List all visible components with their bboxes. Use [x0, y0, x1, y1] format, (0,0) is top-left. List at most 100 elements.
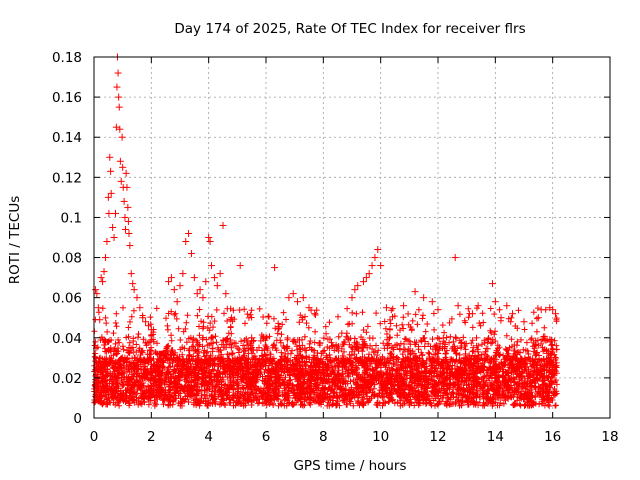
- plot-frame: [93, 56, 611, 419]
- data-point: [103, 238, 111, 246]
- data-point: [94, 304, 102, 312]
- data-point: [125, 229, 133, 237]
- x-tick-label: 12: [429, 429, 446, 445]
- data-point: [294, 298, 302, 306]
- x-tick-label: 6: [262, 429, 271, 445]
- data-point: [127, 270, 135, 278]
- x-tick-label: 18: [601, 429, 618, 445]
- data-point: [107, 189, 115, 197]
- data-point: [110, 234, 118, 241]
- data-point: [262, 334, 270, 342]
- data-points-layer: [91, 53, 560, 342]
- y-axis-label: ROTI / TECUs: [7, 196, 23, 284]
- data-point: [196, 286, 204, 294]
- data-point: [451, 254, 459, 262]
- data-point: [165, 278, 173, 286]
- data-point: [117, 177, 125, 185]
- data-point: [167, 274, 175, 282]
- data-point: [289, 290, 297, 298]
- data-point: [187, 250, 195, 258]
- data-point: [100, 268, 108, 276]
- data-point: [365, 270, 373, 278]
- data-point: [199, 294, 207, 302]
- dense-scatter-cloud: [91, 304, 560, 409]
- data-point: [190, 274, 198, 282]
- data-point: [503, 302, 511, 310]
- data-point: [120, 197, 128, 205]
- x-tick-label: 14: [487, 429, 504, 445]
- y-tick-label: 0.12: [52, 170, 82, 186]
- data-point: [185, 229, 193, 237]
- data-point: [101, 254, 109, 262]
- data-point: [420, 294, 428, 302]
- data-point: [116, 125, 124, 133]
- x-tick-label: 2: [147, 429, 156, 445]
- data-point: [520, 318, 528, 326]
- x-tick-label: 16: [544, 429, 561, 445]
- data-point: [106, 153, 114, 161]
- data-point: [219, 221, 227, 229]
- data-point: [91, 286, 99, 294]
- data-point: [491, 298, 499, 306]
- data-point: [144, 322, 152, 330]
- data-point: [411, 288, 419, 296]
- cloud-markers: [91, 304, 560, 409]
- data-point: [112, 209, 119, 217]
- data-point: [468, 310, 476, 318]
- data-point: [130, 286, 138, 294]
- data-point: [354, 282, 362, 290]
- data-point: [126, 242, 134, 250]
- data-point: [549, 306, 557, 314]
- data-point: [109, 223, 117, 231]
- data-point: [124, 203, 132, 211]
- data-point: [99, 278, 107, 286]
- chart-title: Day 174 of 2025, Rate Of TEC Index for r…: [174, 21, 525, 37]
- y-tick-label: 0.16: [52, 90, 82, 106]
- data-point: [454, 302, 462, 310]
- data-point: [534, 314, 542, 322]
- data-point: [311, 310, 319, 318]
- data-point: [179, 270, 187, 278]
- data-point: [114, 69, 122, 77]
- data-point: [147, 326, 155, 334]
- data-point: [537, 306, 545, 314]
- data-point: [362, 274, 370, 282]
- data-point: [374, 246, 382, 254]
- data-point: [488, 280, 496, 288]
- data-point: [118, 133, 126, 141]
- data-point: [210, 274, 218, 282]
- data-point: [176, 282, 184, 290]
- data-point: [368, 262, 376, 270]
- data-point: [248, 334, 256, 342]
- data-point: [139, 314, 147, 322]
- data-point: [107, 167, 115, 175]
- y-tick-label: 0.1: [61, 210, 82, 226]
- x-axis-label: GPS time / hours: [293, 458, 406, 474]
- x-tick-label: 10: [372, 429, 389, 445]
- data-point: [359, 278, 367, 286]
- data-point: [208, 262, 216, 270]
- y-tick-label: 0.02: [52, 371, 82, 387]
- data-point: [133, 294, 141, 302]
- data-point: [104, 193, 112, 201]
- grid-layer: [94, 57, 610, 418]
- data-point: [299, 294, 307, 302]
- data-point: [205, 234, 213, 241]
- y-tick-label: 0.18: [52, 50, 82, 66]
- x-tick-label: 8: [319, 429, 328, 445]
- data-point: [348, 294, 356, 302]
- data-point: [116, 157, 124, 165]
- data-point: [216, 270, 224, 278]
- data-point: [377, 262, 385, 270]
- y-tick-label: 0.08: [52, 251, 82, 267]
- data-point: [509, 310, 517, 318]
- x-tick-label: 4: [204, 429, 213, 445]
- data-point: [123, 183, 131, 191]
- data-point: [113, 83, 121, 91]
- data-point: [351, 286, 359, 294]
- data-point: [497, 314, 505, 322]
- data-point: [122, 169, 130, 177]
- data-point: [124, 217, 132, 225]
- data-point: [271, 264, 279, 272]
